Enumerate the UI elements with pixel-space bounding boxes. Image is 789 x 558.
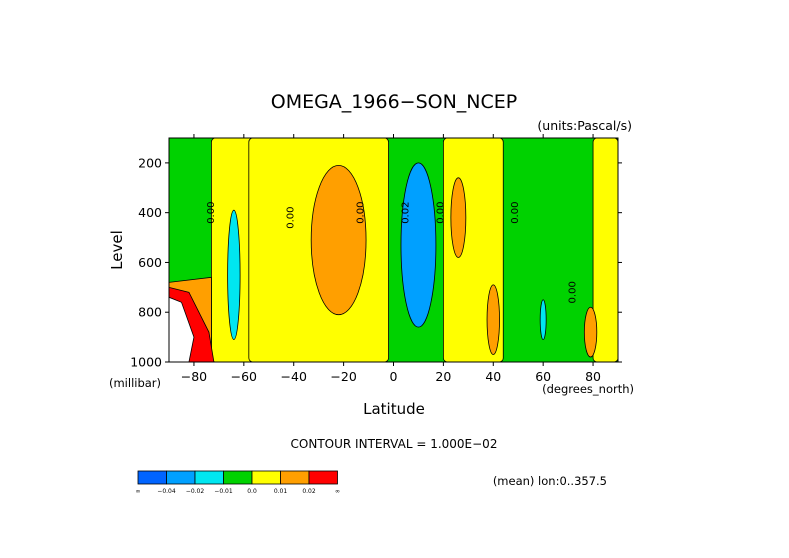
contour-label-6: 0.00 [568, 281, 579, 303]
x-tick-label-4: 0 [390, 369, 398, 384]
legend-label-4: 0.0 [247, 488, 257, 495]
legend-label-3: −0.01 [214, 488, 233, 495]
x-tick-label-7: 60 [535, 369, 551, 384]
contour-interval-label: CONTOUR INTERVAL = 1.000E−02 [291, 437, 498, 451]
x-tick-label-5: 20 [435, 369, 451, 384]
contour-label-3: 0.02 [400, 202, 411, 224]
mean-note: (mean) lon:0..357.5 [493, 474, 607, 488]
contour-label-2: 0.00 [356, 202, 367, 224]
legend-swatch-3 [223, 470, 253, 485]
legend-swatch-4 [251, 470, 281, 485]
y-tick-label-4: 1000 [130, 355, 162, 370]
y-axis-label: Level [108, 230, 126, 270]
contour-label-5: 0.00 [510, 202, 521, 224]
legend-swatch-0 [137, 470, 167, 485]
legend-label-7: ∞ [335, 488, 340, 495]
contour-region-8 [486, 284, 500, 355]
contour-region-10 [539, 299, 547, 341]
contour-region-5 [400, 162, 437, 328]
x-tick-label-2: −40 [281, 369, 307, 384]
legend-label-2: −0.02 [186, 488, 205, 495]
contour-label-0: 0.00 [206, 202, 217, 224]
contour-field: 0.00 0.00 0.00 0.02 0.00 0.00 0.00 [169, 138, 618, 362]
color-legend: ∞ −0.04 −0.02 −0.01 0.0 0.01 0.02 ∞ [136, 470, 340, 495]
contour-region-4 [310, 164, 367, 316]
units-label: (units:Pascal/s) [537, 118, 632, 133]
x-tick-label-8: 80 [585, 369, 601, 384]
legend-label-1: −0.04 [157, 488, 176, 495]
contour-label-4: 0.00 [435, 202, 446, 224]
contour-label-1: 0.00 [286, 207, 297, 229]
x-tick-label-1: −60 [231, 369, 257, 384]
legend-swatch-6 [308, 470, 338, 485]
y-tick-label-2: 600 [138, 255, 162, 270]
contour-region-9 [583, 306, 598, 358]
y-tick-label-0: 200 [138, 155, 162, 170]
missing-data-region [169, 296, 195, 362]
y-unit-label: (millibar) [109, 376, 161, 390]
legend-swatch-2 [194, 470, 224, 485]
chart-title: OMEGA_1966−SON_NCEP [271, 91, 518, 113]
legend-swatch-1 [166, 470, 196, 485]
x-tick-label-6: 40 [485, 369, 501, 384]
x-tick-label-3: −20 [330, 369, 356, 384]
legend-label-6: 0.02 [302, 488, 316, 495]
x-unit-label: (degrees_north) [542, 382, 634, 396]
x-tick-label-0: −80 [181, 369, 207, 384]
legend-swatch-5 [280, 470, 310, 485]
contour-region-7 [450, 177, 467, 258]
x-axis-label: Latitude [363, 400, 425, 418]
plot-area: 0.00 0.00 0.00 0.02 0.00 0.00 0.00 −80 −60 −40 −20… [130, 134, 622, 384]
legend-label-0: ∞ [136, 488, 141, 495]
y-tick-label-3: 800 [138, 305, 162, 320]
contour-region-6 [227, 209, 241, 340]
legend-label-5: 0.01 [274, 488, 288, 495]
y-tick-label-1: 400 [138, 205, 162, 220]
